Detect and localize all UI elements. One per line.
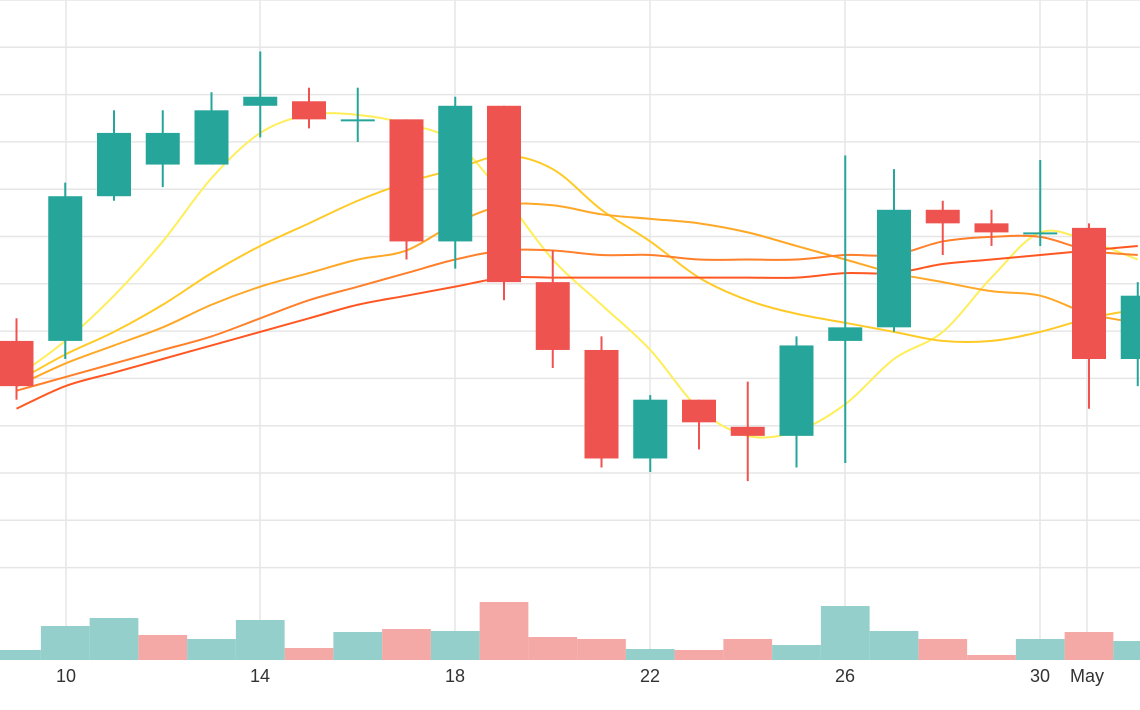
candle-body	[633, 399, 668, 459]
candle-body	[145, 132, 180, 165]
volume-bar	[40, 626, 90, 660]
x-tick-label: 30	[1030, 666, 1050, 686]
x-tick-label: 26	[835, 666, 855, 686]
candle-body	[828, 327, 863, 341]
candle-body	[1072, 227, 1106, 359]
volume-bar	[235, 620, 285, 660]
candle-body	[243, 96, 278, 106]
candle-body	[389, 119, 424, 242]
volume-bar	[820, 606, 870, 660]
volume-bar	[918, 639, 968, 660]
candle-body	[925, 209, 960, 224]
volume-bar	[1064, 632, 1114, 660]
x-tick-label: May	[1070, 666, 1104, 686]
volume-bar	[1015, 639, 1065, 660]
volume-bar	[479, 602, 529, 660]
candle-body	[877, 209, 911, 328]
x-tick-label: 14	[250, 666, 270, 686]
moving-average-line	[15, 112, 1139, 439]
volume-bar	[430, 631, 480, 660]
candle-body	[535, 282, 570, 350]
volume-bar	[674, 650, 724, 660]
candle-body	[0, 340, 34, 387]
volume-bar	[138, 635, 188, 660]
candle-body	[1120, 295, 1140, 359]
volume-bar	[772, 645, 821, 660]
volume-bar	[333, 632, 383, 660]
candle-body	[97, 132, 131, 197]
x-tick-label: 22	[640, 666, 660, 686]
candle-body	[340, 119, 375, 122]
candle-body	[974, 223, 1009, 233]
candle-body	[487, 105, 521, 283]
moving-average-line	[16, 202, 1138, 388]
x-tick-label: 18	[445, 666, 465, 686]
volume-bar	[187, 639, 236, 660]
volume-bar	[625, 649, 675, 660]
volume-bar	[284, 648, 334, 660]
moving-average-line	[16, 154, 1138, 383]
x-axis-ticks: 10 14 18 22 26 30 May	[56, 666, 1104, 686]
candle-body	[730, 426, 765, 436]
volume-bar	[869, 631, 919, 660]
candle-body	[779, 345, 814, 436]
candle-body	[438, 105, 473, 242]
volume-bar	[0, 650, 41, 660]
volume-bar	[89, 618, 139, 660]
candles	[0, 51, 1140, 482]
candle-body	[682, 399, 716, 423]
candle-body	[292, 101, 326, 120]
x-tick-label: 10	[56, 666, 76, 686]
moving-average-line	[16, 244, 1138, 410]
candle-body	[48, 196, 83, 341]
volume-bar	[1113, 641, 1140, 660]
volume-bar	[723, 639, 773, 660]
candle-body	[584, 349, 619, 459]
volume-bar	[528, 637, 578, 660]
volume-bar	[577, 639, 626, 660]
moving-average-line	[16, 234, 1138, 392]
grid	[0, 0, 1140, 660]
volume-bar	[382, 629, 431, 660]
candle-body	[1023, 232, 1058, 235]
volume-bars	[0, 602, 1140, 660]
volume-bar	[967, 655, 1016, 660]
moving-average-lines	[15, 112, 1139, 439]
candle-body	[194, 110, 229, 165]
